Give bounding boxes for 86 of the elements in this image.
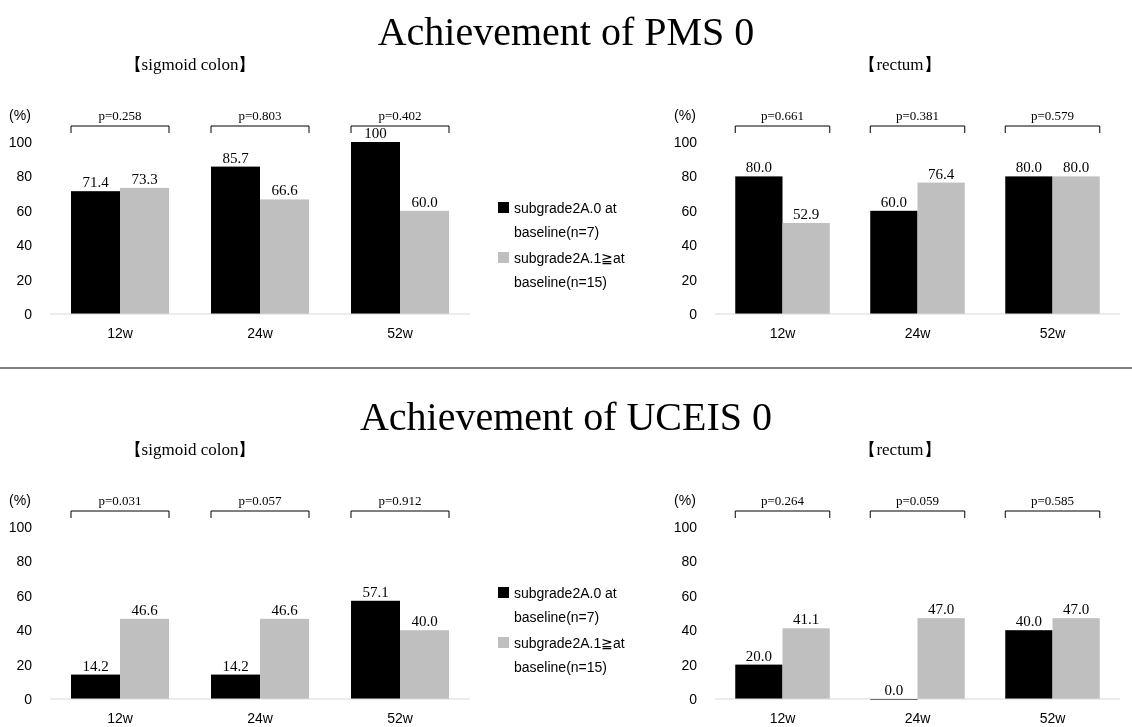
text: p=0.803	[238, 108, 282, 123]
y-tick-label: 80	[16, 168, 33, 185]
data-label: 60.0	[411, 193, 438, 210]
y-axis-title: (%)	[9, 492, 31, 508]
text: p=0.585	[1030, 493, 1075, 508]
y-tick-label: 80	[681, 553, 698, 570]
data-label: 47.0	[1063, 601, 1090, 618]
data-label: 76.4	[928, 165, 955, 182]
y-tick-label: 100	[673, 133, 698, 150]
text: p=0.579	[1030, 108, 1075, 123]
data-label: 14.2	[222, 657, 249, 674]
y-tick-label: 80	[681, 168, 698, 185]
text: p=0.031	[98, 493, 142, 508]
data-label: 60.0	[880, 193, 907, 210]
data-label: 47.0	[928, 601, 955, 618]
text: p=0.912	[378, 493, 422, 508]
data-label: 14.2	[82, 657, 109, 674]
y-tick-label: 100	[8, 133, 33, 150]
x-tick-label: 24w	[904, 325, 932, 341]
y-tick-label: 0	[689, 305, 698, 322]
x-tick-label: 52w	[1039, 710, 1067, 726]
data-label: 80.0	[1015, 159, 1042, 176]
data-label: 100	[364, 125, 387, 141]
text: p=0.264	[760, 493, 805, 508]
legend-label: subgrade2A.1≧at baseline(n=15)	[514, 249, 625, 290]
data-label: 85.7	[222, 149, 250, 166]
text: p=0.381	[895, 108, 940, 123]
text: Achievement of UCEIS 0	[359, 394, 773, 439]
x-tick-label: 52w	[1039, 325, 1067, 341]
y-tick-label: 100	[673, 518, 698, 535]
x-tick-label: 12w	[107, 710, 134, 726]
y-tick-label: 0	[24, 690, 33, 707]
x-tick-label: 12w	[769, 710, 797, 726]
y-tick-label: 100	[8, 518, 33, 535]
x-tick-label: 24w	[247, 710, 274, 726]
data-label: 52.9	[793, 206, 820, 223]
chart-subtitle: 【rectum】	[859, 55, 941, 74]
legend-label: subgrade2A.1≧at baseline(n=15)	[514, 634, 625, 675]
data-label: 46.6	[131, 601, 159, 618]
y-tick-label: 40	[681, 237, 698, 254]
y-axis-title: (%)	[9, 107, 31, 123]
text: p=0.258	[98, 108, 142, 123]
x-tick-label: 24w	[904, 710, 932, 726]
text: Achievement of PMS 0	[377, 9, 755, 54]
y-tick-label: 20	[681, 656, 698, 673]
y-tick-label: 40	[16, 622, 33, 639]
text: p=0.661	[760, 108, 805, 123]
y-axis-title: (%)	[674, 492, 696, 508]
x-tick-label: 52w	[387, 325, 414, 341]
data-label: 73.3	[131, 170, 158, 187]
y-tick-label: 20	[16, 656, 33, 673]
y-tick-label: 60	[681, 202, 698, 219]
legend-label: subgrade2A.0 at baseline(n=7)	[514, 199, 617, 240]
data-label: 57.1	[362, 583, 389, 600]
y-tick-label: 60	[16, 587, 33, 604]
y-tick-label: 0	[689, 690, 698, 707]
y-tick-label: 40	[16, 237, 33, 254]
y-tick-label: 40	[681, 622, 698, 639]
data-label: 46.6	[271, 601, 299, 618]
legend-label: subgrade2A.0 at baseline(n=7)	[514, 584, 617, 625]
data-label: 80.0	[745, 159, 772, 176]
data-label: 40.0	[411, 613, 438, 630]
text: p=0.057	[238, 493, 283, 508]
y-tick-label: 80	[16, 553, 33, 570]
y-axis-title: (%)	[674, 107, 696, 123]
data-label: 80.0	[1063, 159, 1090, 176]
y-tick-label: 0	[24, 305, 33, 322]
data-label: 20.0	[745, 647, 772, 664]
y-tick-label: 20	[681, 271, 698, 288]
y-tick-label: 60	[16, 202, 33, 219]
text: p=0.059	[895, 493, 940, 508]
data-label: 40.0	[1015, 613, 1042, 630]
data-label: 66.6	[271, 182, 299, 199]
x-tick-label: 52w	[387, 710, 414, 726]
chart-subtitle: 【rectum】	[859, 440, 941, 459]
x-tick-label: 12w	[769, 325, 797, 341]
x-tick-label: 24w	[247, 325, 274, 341]
y-tick-label: 60	[681, 587, 698, 604]
y-tick-label: 20	[16, 271, 33, 288]
data-label: 71.4	[82, 174, 110, 191]
text: p=0.402	[378, 108, 422, 123]
data-label: 0.0	[884, 682, 904, 698]
x-tick-label: 12w	[107, 325, 134, 341]
chart-subtitle: 【sigmoid colon】	[124, 55, 256, 74]
data-label: 41.1	[793, 611, 820, 628]
chart-subtitle: 【sigmoid colon】	[124, 440, 256, 459]
